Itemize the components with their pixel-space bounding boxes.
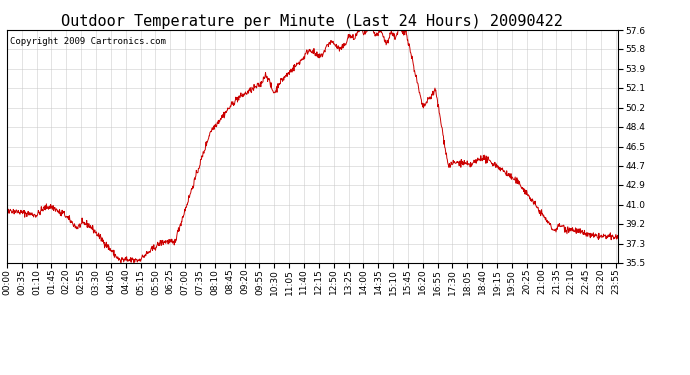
Title: Outdoor Temperature per Minute (Last 24 Hours) 20090422: Outdoor Temperature per Minute (Last 24 … xyxy=(61,14,563,29)
Text: Copyright 2009 Cartronics.com: Copyright 2009 Cartronics.com xyxy=(10,37,166,46)
